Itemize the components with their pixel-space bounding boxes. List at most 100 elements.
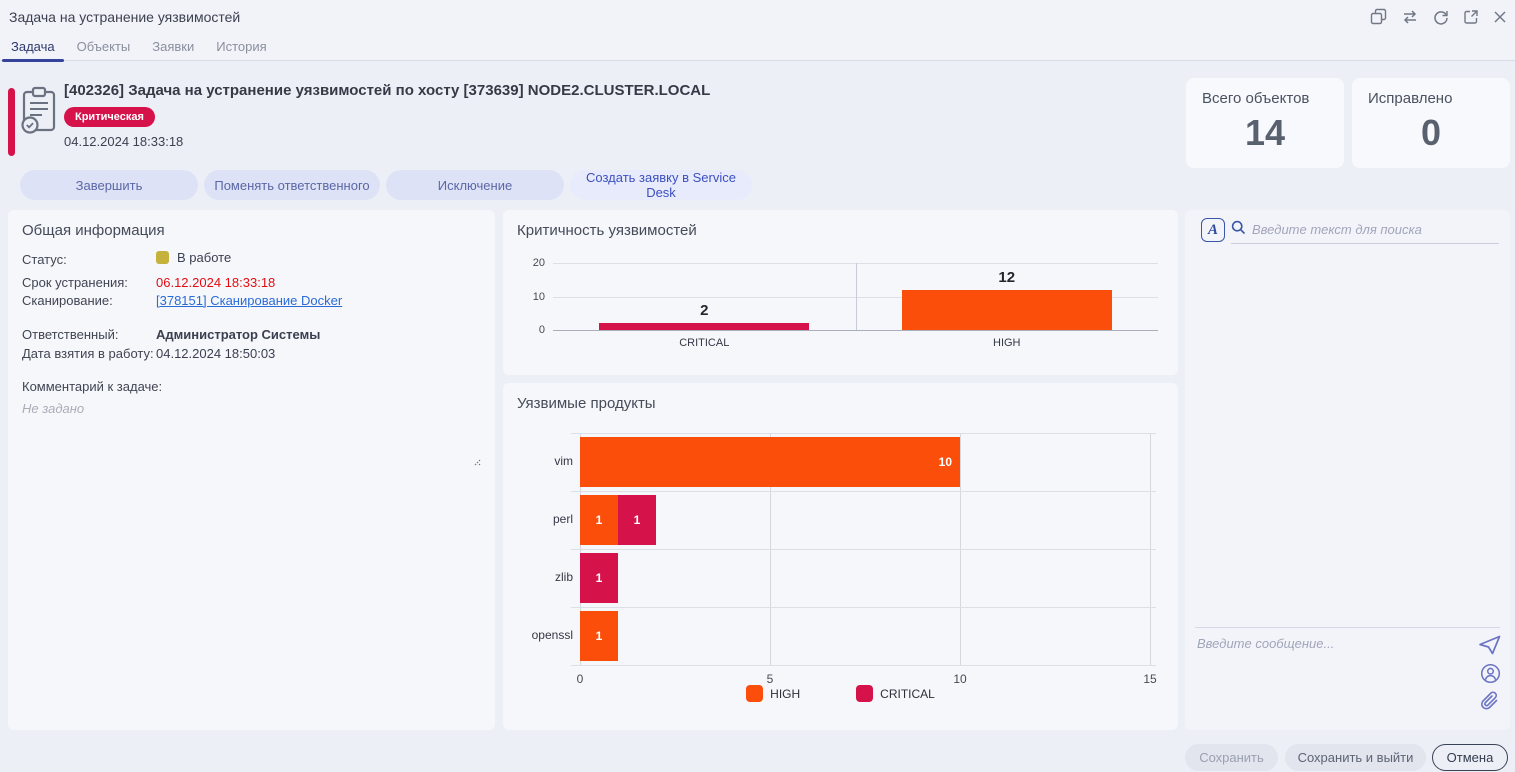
chat-toolbar <box>1478 634 1502 712</box>
segment-value-label: 1 <box>595 513 603 527</box>
tab-objects[interactable]: Объекты <box>66 33 142 61</box>
cancel-button[interactable]: Отмена <box>1432 744 1508 771</box>
stat-card-total-objects: Всего объектов 14 <box>1186 78 1344 168</box>
x-tick-label: 10 <box>953 672 967 686</box>
finish-button[interactable]: Завершить <box>20 170 198 200</box>
save-button[interactable]: Сохранить <box>1185 744 1278 771</box>
scan-link[interactable]: [378151] Сканирование Docker <box>156 293 343 308</box>
stat-fixed-label: Исправлено <box>1368 90 1453 107</box>
bar-segment-high <box>580 495 618 545</box>
bar-critical <box>599 323 810 330</box>
status-value: В работе <box>156 250 231 265</box>
tab-objects-label: Объекты <box>76 39 131 54</box>
bar-segment-critical <box>618 495 656 545</box>
mention-user-icon[interactable] <box>1480 663 1501 684</box>
window-controls <box>1370 0 1507 33</box>
attachment-icon[interactable] <box>1480 691 1500 712</box>
task-title: [402326] Задача на устранение уязвимосте… <box>64 82 711 99</box>
stat-total-objects-label: Всего объектов <box>1202 90 1310 107</box>
category-separator <box>855 263 857 330</box>
y-tick-label: 20 <box>532 257 545 269</box>
status-color-square <box>156 251 169 264</box>
product-label: openssl <box>531 628 573 642</box>
comments-panel: A <box>1185 210 1510 730</box>
stat-card-fixed: Исправлено 0 <box>1352 78 1510 168</box>
status-label: Статус: <box>22 252 67 267</box>
taken-to-work-value: 04.12.2024 18:50:03 <box>156 346 276 361</box>
swap-icon[interactable] <box>1401 9 1419 25</box>
products-chart-plot: 0 5 10 15 vim 10 perl 1 1 zlib 1 openssl 1 HIGH CRITIC… <box>503 383 1178 730</box>
legend-label: CRITICAL <box>880 686 935 701</box>
message-input[interactable] <box>1197 636 1467 651</box>
gridline <box>553 330 1158 331</box>
create-servicedesk-ticket-button[interactable]: Создать заявку в Service Desk <box>570 170 752 200</box>
x-tick-label: 0 <box>576 672 584 686</box>
x-tick-label: 15 <box>1143 672 1157 686</box>
tab-history-label: История <box>216 39 267 54</box>
comment-textarea[interactable]: Не задано <box>22 401 85 416</box>
search-icon <box>1231 220 1246 240</box>
row-separator <box>571 433 1156 434</box>
tab-bar: Задача Объекты Заявки История <box>0 33 1515 62</box>
close-icon[interactable] <box>1493 10 1507 24</box>
row-separator <box>571 491 1156 492</box>
taken-to-work-label: Дата взятия в работу: <box>22 346 154 361</box>
stat-fixed-value: 0 <box>1420 112 1442 153</box>
product-label: zlib <box>554 570 573 584</box>
bar-segment-high <box>580 437 960 487</box>
task-clipboard-icon <box>21 86 57 141</box>
general-info-title: Общая информация <box>22 222 165 239</box>
action-buttons: Завершить Поменять ответственного Исключ… <box>20 170 752 200</box>
legend-item-high: HIGH <box>746 685 800 702</box>
bar-value-label: 2 <box>700 302 709 319</box>
bar-high <box>901 290 1112 330</box>
expand-icon[interactable] <box>1463 9 1479 25</box>
window-title: Задача на устранение уязвимостей <box>9 8 241 25</box>
chart-legend: HIGH CRITICAL <box>503 685 1178 702</box>
tab-task-label: Задача <box>11 39 55 54</box>
copy-icon[interactable] <box>1370 8 1387 25</box>
criticality-chart-title: Критичность уязвимостей <box>517 222 697 239</box>
text-format-button[interactable]: A <box>1201 218 1225 242</box>
segment-value-label: 1 <box>595 629 603 643</box>
bar-value-label: 12 <box>998 269 1016 286</box>
status-text: В работе <box>177 250 232 265</box>
search-field <box>1231 216 1499 244</box>
tab-tickets-label: Заявки <box>152 39 195 54</box>
search-input[interactable] <box>1252 222 1499 237</box>
send-icon[interactable] <box>1478 634 1502 656</box>
bar-segment-high <box>580 611 618 661</box>
exception-button[interactable]: Исключение <box>386 170 564 200</box>
y-tick-label: 0 <box>538 324 545 336</box>
high-legend-swatch <box>746 685 764 702</box>
save-and-exit-button[interactable]: Сохранить и выйти <box>1285 744 1426 771</box>
resize-handle-icon[interactable] <box>470 454 481 472</box>
deadline-label: Срок устранения: <box>22 275 128 290</box>
tab-task[interactable]: Задача <box>0 33 66 62</box>
row-separator <box>571 607 1156 608</box>
tab-history[interactable]: История <box>205 33 277 61</box>
critical-legend-swatch <box>856 685 874 702</box>
row-separator <box>571 665 1156 666</box>
products-chart-title: Уязвимые продукты <box>517 395 656 412</box>
deadline-value: 06.12.2024 18:33:18 <box>156 275 276 290</box>
x-category-label: CRITICAL <box>679 337 730 349</box>
row-separator <box>571 549 1156 550</box>
severity-badge: Критическая <box>64 107 155 127</box>
tab-tickets[interactable]: Заявки <box>141 33 205 61</box>
window-titlebar: Задача на устранение уязвимостей <box>0 0 1515 33</box>
x-category-label: HIGH <box>993 337 1021 349</box>
criticality-chart-panel: Критичность уязвимостей 0 10 20 2 CRITICAL 12… <box>503 210 1178 375</box>
x-tick-label: 5 <box>766 672 774 686</box>
bar-segment-critical <box>580 553 618 603</box>
refresh-icon[interactable] <box>1433 9 1449 25</box>
assignee-label: Ответственный: <box>22 327 119 342</box>
severity-accent-bar <box>8 88 15 156</box>
products-chart-panel: Уязвимые продукты 0 5 10 15 vim 10 perl 1 1 zlib 1… <box>503 383 1178 730</box>
change-assignee-button[interactable]: Поменять ответственного <box>204 170 380 200</box>
criticality-chart-plot: 0 10 20 2 CRITICAL 12 HIGH <box>503 210 1178 375</box>
chat-divider <box>1195 627 1500 628</box>
y-tick-label: 10 <box>532 290 545 303</box>
task-created-datetime: 04.12.2024 18:33:18 <box>64 134 184 149</box>
